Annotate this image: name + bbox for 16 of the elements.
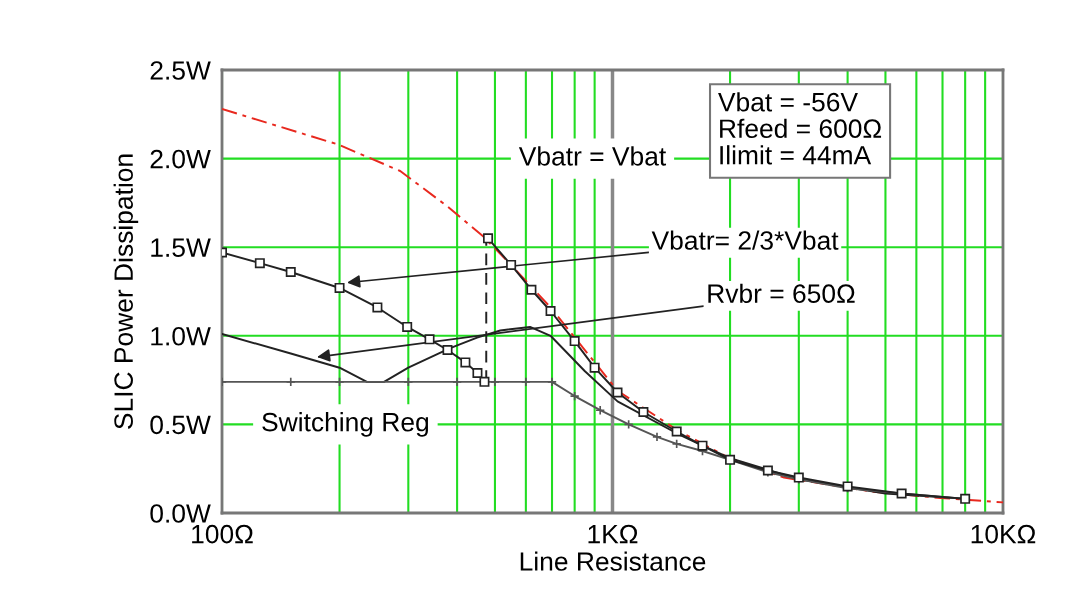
y-tick-label: 2.5W	[150, 61, 211, 80]
y-tick-label: 2.0W	[150, 149, 211, 169]
x-axis-title: Line Resistance	[520, 551, 706, 571]
y-axis-title: SLIC Power Dissipation	[113, 154, 139, 429]
annotation: Vbatr = Vbat	[518, 146, 667, 166]
annotation: Vbatr= 2/3*Vbat	[651, 230, 839, 250]
y-tick-label: 0.5W	[150, 415, 211, 435]
x-tick-label: 100Ω	[192, 524, 253, 544]
y-tick-label: 1.0W	[151, 326, 211, 346]
y-tick-label: 0.0W	[150, 504, 211, 523]
annotation: Switching Reg	[262, 412, 429, 437]
annotation: Vbat = -56V Rfeed = 600Ω Ilimit = 44mA	[718, 92, 882, 165]
x-tick-label: 10KΩ	[971, 524, 1036, 544]
annotation: Rvbr = 650Ω	[708, 283, 855, 304]
x-tick-label: 1KΩ	[588, 524, 638, 544]
y-tick-label: 1.5W	[151, 238, 211, 258]
